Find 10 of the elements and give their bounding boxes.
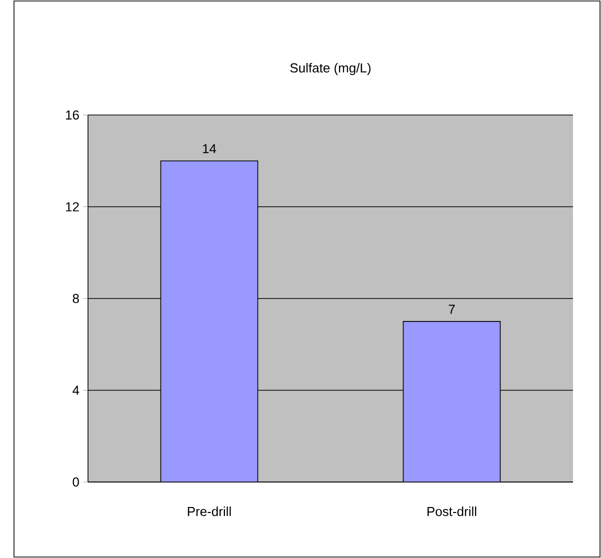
data-label: 7 [448, 304, 455, 314]
chart-title: Sulfate (mg/L) [290, 62, 370, 76]
x-tick-label: Post-drill [428, 506, 476, 516]
x-tick-label: Pre-drill [188, 506, 231, 516]
y-tick-label: 4 [72, 386, 80, 395]
data-label: 14 [203, 144, 216, 154]
y-tick-label: 0 [72, 477, 79, 487]
y-tick-label: 16 [66, 110, 79, 120]
y-tick-label: 12 [66, 202, 79, 212]
y-tick-label: 8 [72, 294, 79, 304]
